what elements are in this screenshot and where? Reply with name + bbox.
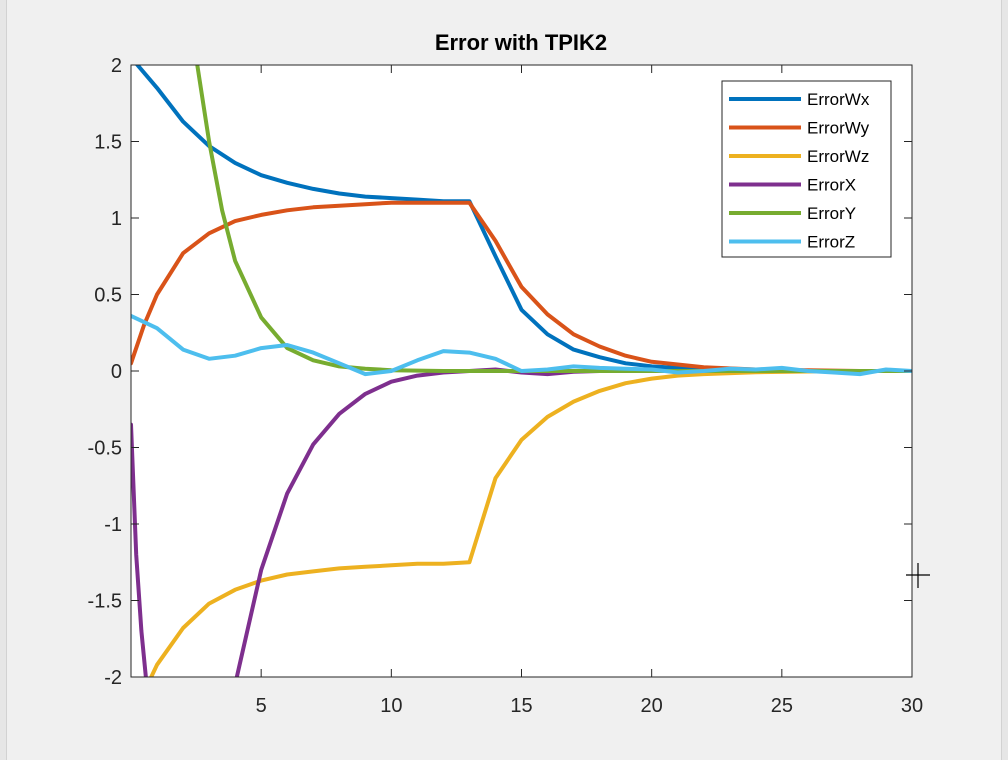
crosshair-cursor-icon: [906, 563, 930, 588]
legend-label-errorwz: ErrorWz: [807, 147, 869, 166]
y-tick-label: -2: [104, 667, 122, 689]
y-tick-label: 0: [111, 361, 122, 383]
chart-title: Error with TPIK2: [435, 30, 607, 55]
y-tick-label: -1: [104, 514, 122, 536]
x-tick-label: 20: [641, 695, 663, 717]
y-tick-label: 0.5: [94, 285, 122, 307]
x-tick-label: 15: [510, 695, 532, 717]
series-line-errorz: [131, 313, 912, 377]
y-tick-label: 1: [111, 208, 122, 230]
x-tick-label: 10: [380, 695, 402, 717]
x-tick-label: 25: [771, 695, 793, 717]
series-line-errorwy: [131, 200, 912, 373]
legend-box: [721, 80, 892, 258]
tick-layer: 5 10 15 20 25 30 2 1.5 1 0.5 0 -0.5 -1 -1.5 -2: [88, 55, 924, 717]
legend-label-errorx: ErrorX: [807, 176, 856, 195]
legend-label-errorwx: ErrorWx: [807, 90, 870, 109]
x-tick-label: 5: [256, 695, 267, 717]
legend[interactable]: ErrorWx ErrorWy ErrorWz ErrorX ErrorY ErrorZ: [721, 80, 892, 258]
y-tick-label: -1.5: [88, 591, 122, 613]
legend-label-errory: ErrorY: [807, 204, 856, 223]
series-line-segment-6: [131, 422, 148, 677]
series-line-errorwz: [149, 369, 912, 677]
series-layer: [131, 65, 912, 677]
y-tick-label: 2: [111, 55, 122, 77]
legend-label-errorz: ErrorZ: [807, 233, 855, 252]
x-tick-label: 30: [901, 695, 923, 717]
window-right-border: [1001, 0, 1008, 760]
y-tick-label: 1.5: [94, 132, 122, 154]
legend-label-errorwy: ErrorWy: [807, 119, 870, 138]
window-left-border: [0, 0, 7, 760]
y-tick-label: -0.5: [88, 438, 122, 460]
